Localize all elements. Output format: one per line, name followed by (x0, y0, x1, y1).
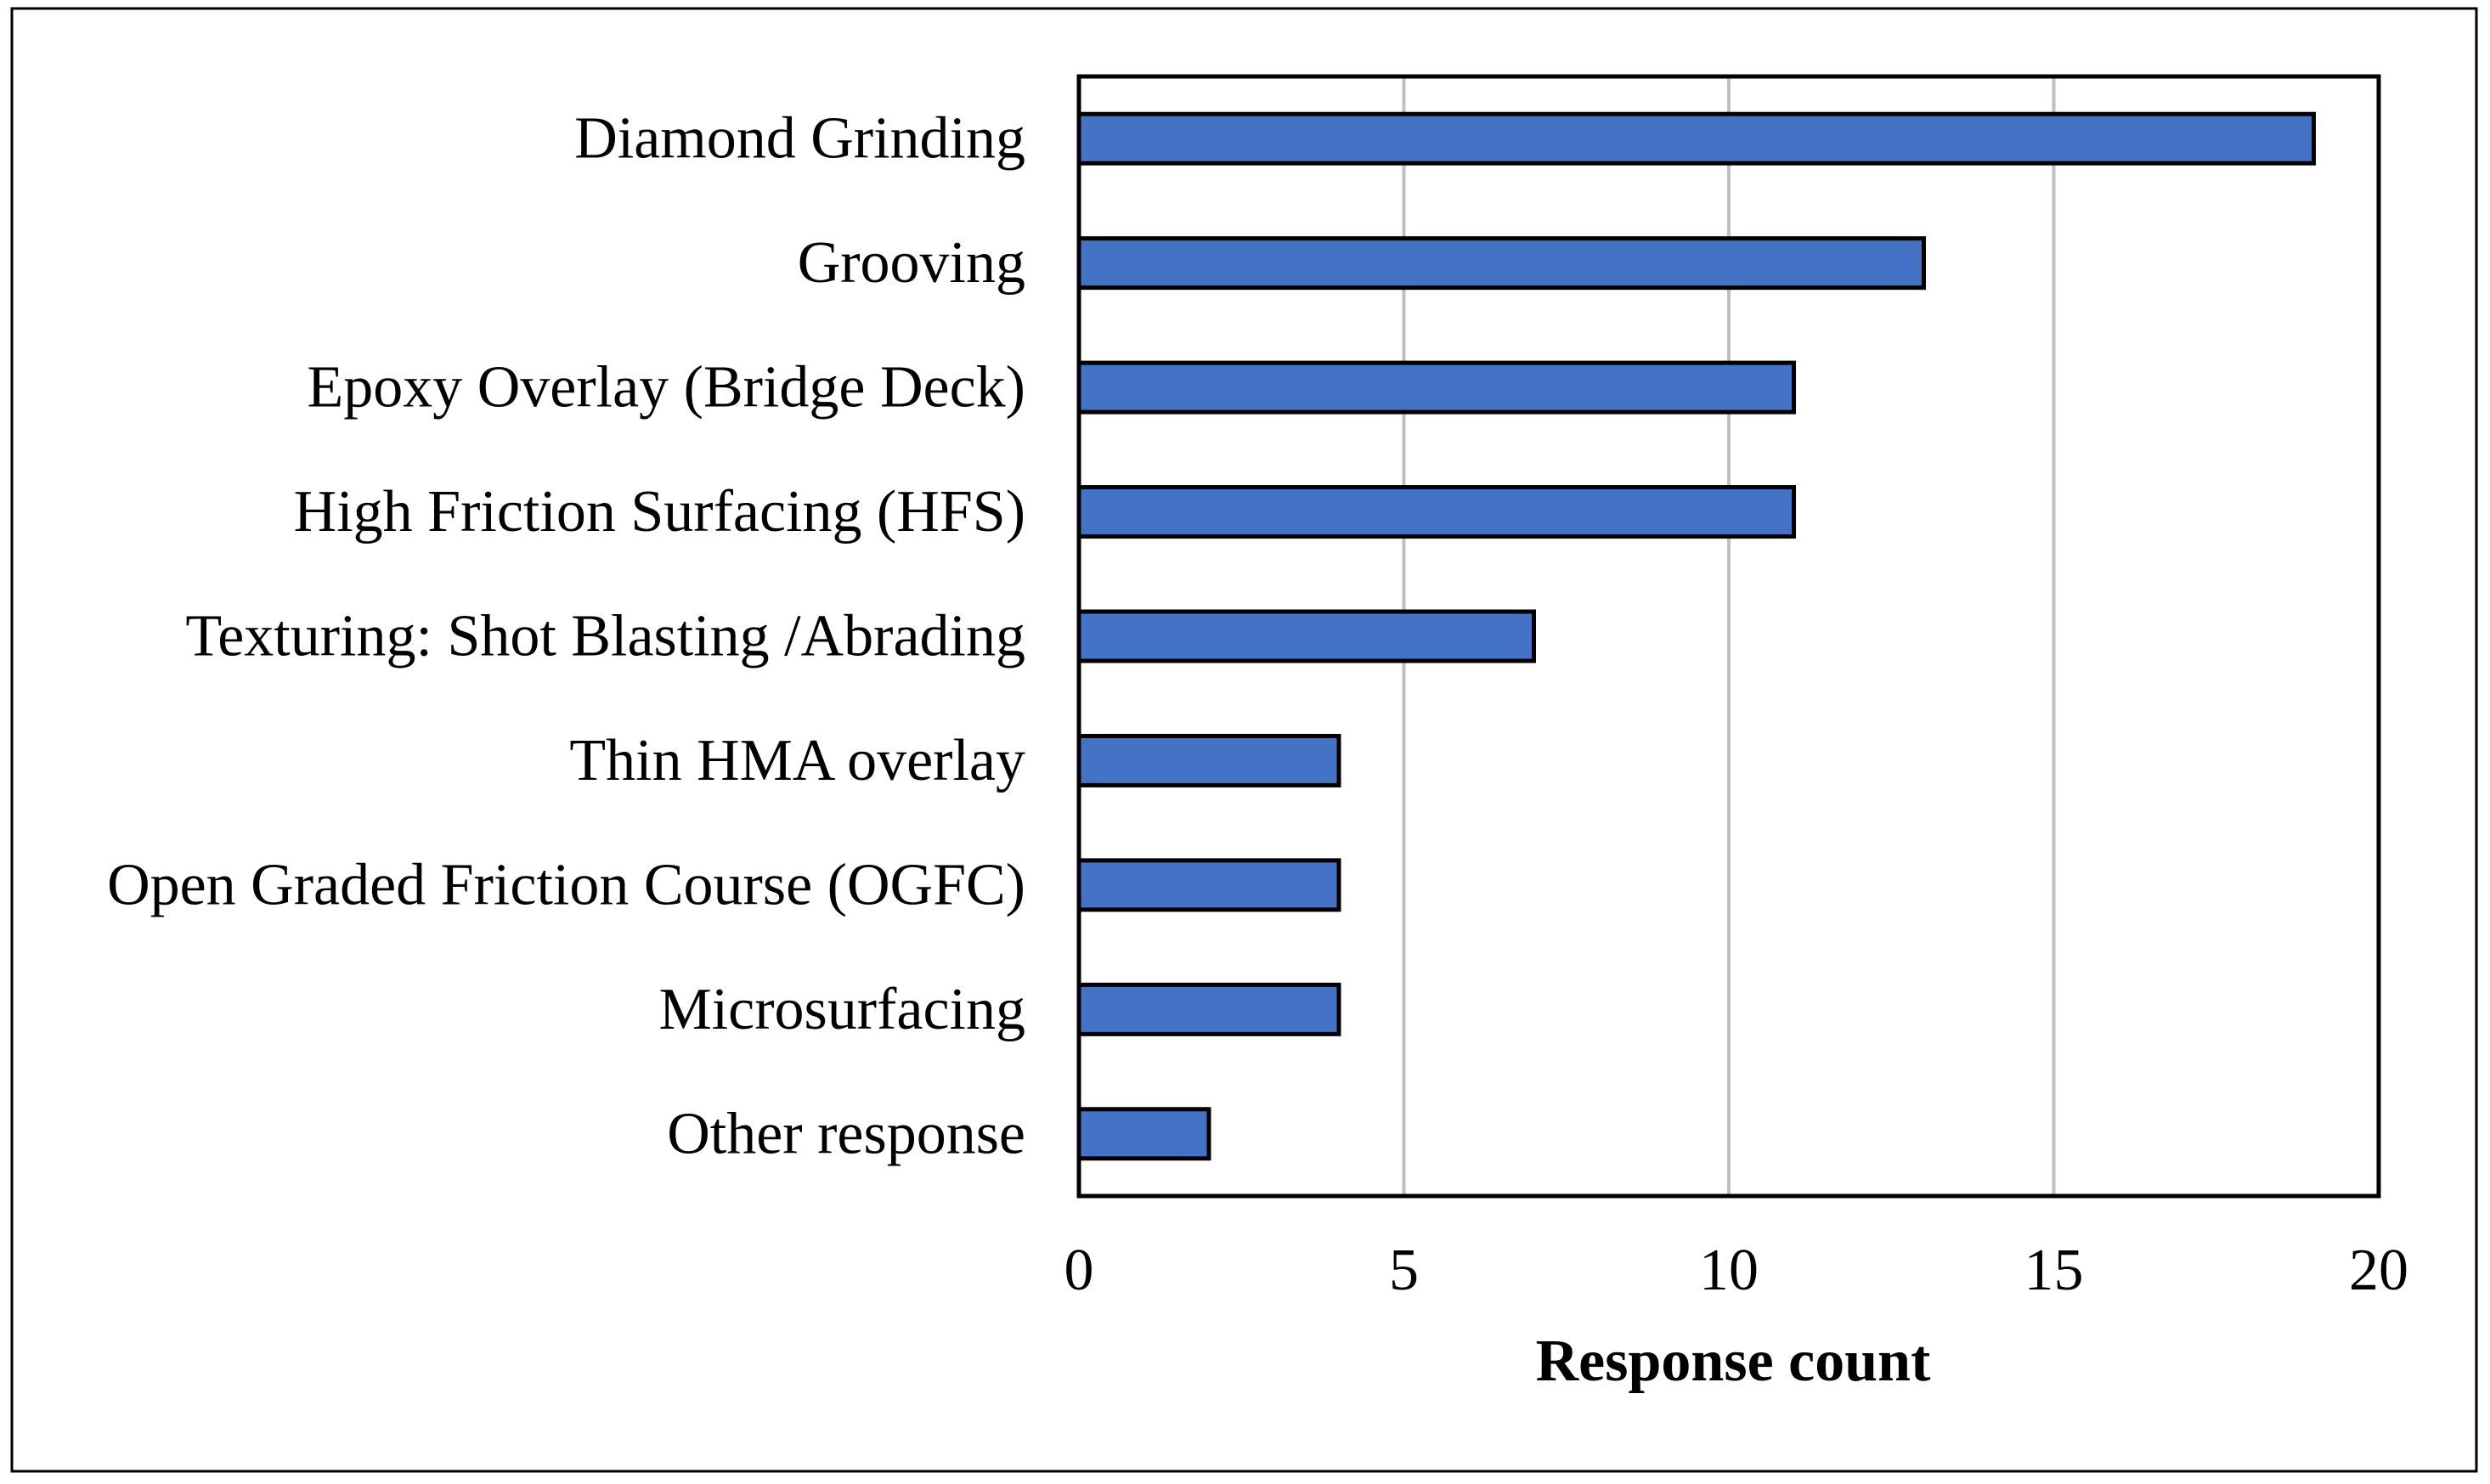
bar-6 (1076, 858, 1341, 912)
bar-7 (1076, 982, 1341, 1036)
category-label-3: High Friction Surfacing (HFS) (294, 479, 1025, 545)
bar-8 (1076, 1107, 1211, 1161)
category-label-2: Epoxy Overlay (Bridge Deck) (307, 355, 1025, 420)
x-tick-label-5: 5 (1389, 1238, 1419, 1303)
category-label-8: Other response (667, 1101, 1025, 1166)
x-tick-label-20: 20 (2349, 1238, 2408, 1303)
x-tick-label-0: 0 (1064, 1238, 1094, 1303)
x-tick-label-15: 15 (2024, 1238, 2084, 1303)
category-label-7: Microsurfacing (658, 977, 1025, 1042)
x-tick-labels: 0 5 10 15 20 (1064, 1238, 2409, 1303)
bar-2 (1076, 360, 1796, 415)
category-label-4: Texturing: Shot Blasting /Abrading (185, 604, 1025, 669)
bar-1 (1076, 236, 1926, 291)
x-tick-label-10: 10 (1699, 1238, 1759, 1303)
category-label-0: Diamond Grinding (574, 106, 1025, 172)
bar-3 (1076, 485, 1796, 539)
plot-area (1076, 74, 2381, 1199)
x-axis-title: Response count (1536, 1329, 1931, 1394)
category-label-6: Open Graded Friction Course (OGFC) (107, 852, 1025, 917)
category-labels: Diamond Grinding Grooving Epoxy Overlay (B… (107, 106, 1025, 1167)
category-label-1: Grooving (798, 230, 1025, 296)
bars (1076, 111, 2316, 1161)
category-label-5: Thin HMA overlay (569, 728, 1025, 793)
bar-5 (1076, 733, 1341, 787)
bar-0 (1076, 111, 2316, 166)
bar-4 (1076, 609, 1536, 663)
